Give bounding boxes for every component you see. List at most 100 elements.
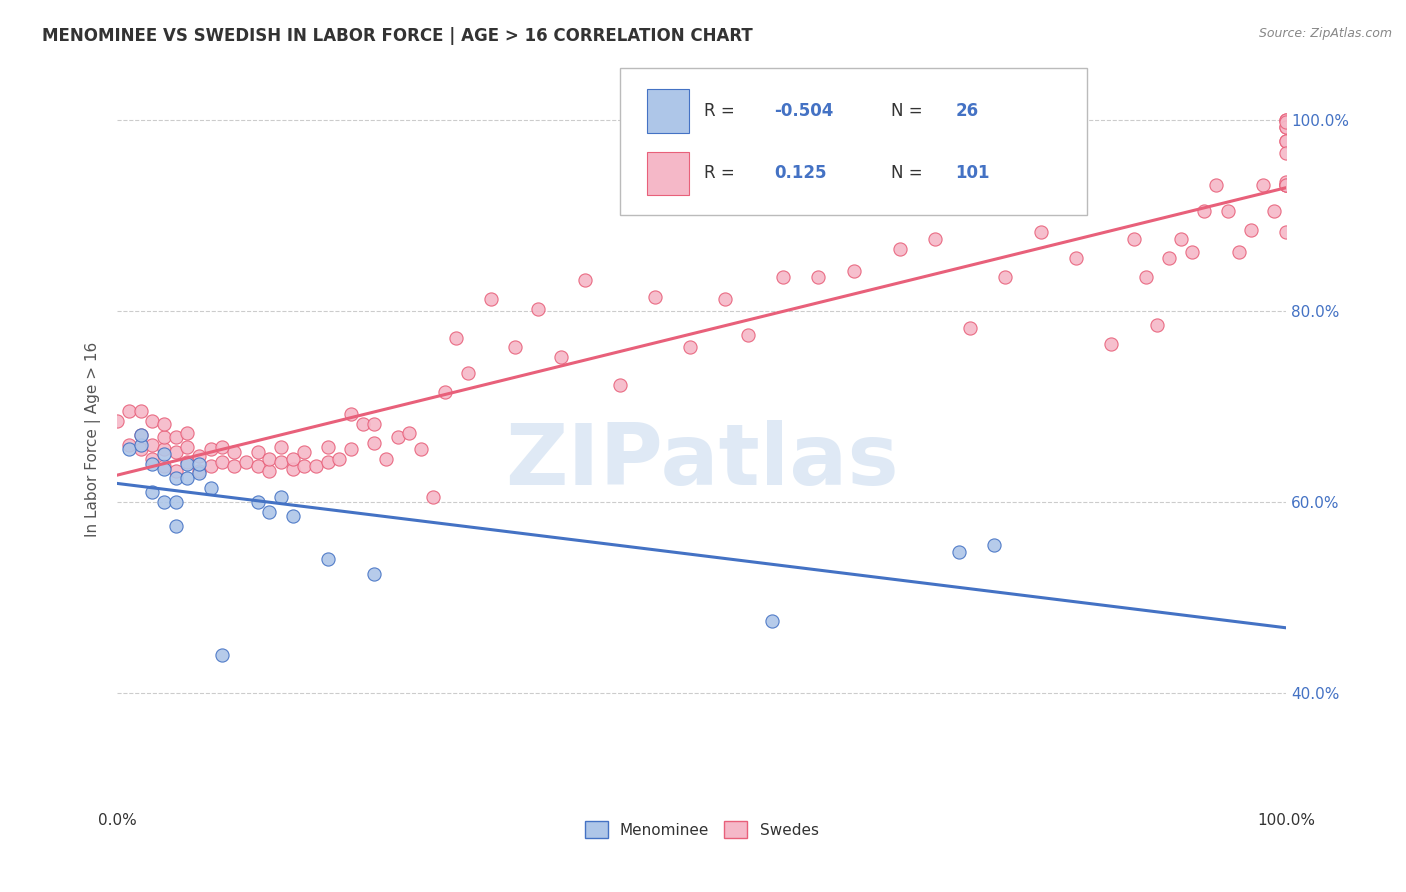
Point bbox=[363, 417, 385, 431]
Point bbox=[1064, 252, 1087, 266]
Point bbox=[527, 301, 550, 316]
Point bbox=[176, 455, 198, 469]
Point bbox=[141, 457, 163, 471]
Point bbox=[224, 458, 246, 473]
Text: R =: R = bbox=[704, 102, 740, 120]
Point bbox=[188, 464, 211, 478]
Point bbox=[1275, 134, 1298, 148]
Point bbox=[153, 442, 176, 457]
Point bbox=[153, 458, 176, 473]
Text: ZIPatlas: ZIPatlas bbox=[505, 420, 898, 503]
Point bbox=[176, 440, 198, 454]
Text: MENOMINEE VS SWEDISH IN LABOR FORCE | AGE > 16 CORRELATION CHART: MENOMINEE VS SWEDISH IN LABOR FORCE | AG… bbox=[42, 27, 754, 45]
Point bbox=[118, 437, 141, 451]
Point bbox=[129, 404, 152, 418]
Point bbox=[224, 445, 246, 459]
Point bbox=[270, 455, 292, 469]
Point bbox=[165, 519, 187, 533]
Point bbox=[1275, 146, 1298, 161]
Point bbox=[1275, 175, 1298, 189]
Point bbox=[772, 270, 794, 285]
Point bbox=[129, 437, 152, 451]
Text: 0.125: 0.125 bbox=[775, 164, 827, 183]
Point bbox=[1170, 232, 1192, 246]
Point bbox=[842, 263, 865, 277]
Point bbox=[118, 442, 141, 457]
Point bbox=[352, 417, 374, 431]
Point bbox=[1275, 120, 1298, 135]
Point bbox=[1135, 270, 1157, 285]
Point bbox=[281, 509, 304, 524]
Point bbox=[550, 350, 572, 364]
Point bbox=[270, 440, 292, 454]
Point bbox=[141, 452, 163, 467]
Point bbox=[153, 461, 176, 475]
Point bbox=[292, 458, 315, 473]
Point bbox=[737, 327, 759, 342]
Point bbox=[609, 378, 631, 392]
Text: 26: 26 bbox=[955, 102, 979, 120]
Point bbox=[1275, 112, 1298, 127]
Point bbox=[165, 445, 187, 459]
Point bbox=[281, 452, 304, 467]
Point bbox=[165, 464, 187, 478]
Point bbox=[129, 442, 152, 457]
Point bbox=[574, 273, 596, 287]
Point bbox=[200, 442, 222, 457]
Point bbox=[165, 471, 187, 485]
Point bbox=[1227, 244, 1250, 259]
Text: N =: N = bbox=[891, 102, 928, 120]
Point bbox=[165, 430, 187, 444]
Point bbox=[983, 538, 1005, 552]
Point bbox=[363, 435, 385, 450]
Point bbox=[188, 457, 211, 471]
Point bbox=[188, 449, 211, 463]
FancyBboxPatch shape bbox=[620, 69, 1087, 216]
Point bbox=[316, 455, 339, 469]
Point bbox=[211, 455, 233, 469]
Point bbox=[1099, 337, 1122, 351]
Point bbox=[246, 458, 269, 473]
Point bbox=[503, 340, 526, 354]
Point bbox=[211, 440, 233, 454]
Point bbox=[141, 414, 163, 428]
Point bbox=[340, 407, 363, 421]
Point bbox=[1146, 318, 1168, 333]
Point bbox=[257, 504, 280, 518]
Point bbox=[994, 270, 1017, 285]
Point bbox=[1275, 178, 1298, 192]
Point bbox=[1216, 203, 1239, 218]
Point bbox=[292, 445, 315, 459]
Point bbox=[1275, 178, 1298, 192]
Point bbox=[1192, 203, 1215, 218]
Point bbox=[1123, 232, 1146, 246]
Point bbox=[1275, 120, 1298, 135]
Point bbox=[924, 232, 946, 246]
Point bbox=[1275, 112, 1298, 127]
Point bbox=[375, 452, 398, 467]
Point bbox=[328, 452, 350, 467]
FancyBboxPatch shape bbox=[647, 89, 689, 133]
Point bbox=[1275, 114, 1298, 128]
Point bbox=[444, 330, 467, 344]
Point bbox=[176, 471, 198, 485]
Point bbox=[363, 566, 385, 581]
Point bbox=[959, 321, 981, 335]
Point bbox=[644, 289, 666, 303]
Point bbox=[1159, 252, 1181, 266]
Point bbox=[316, 440, 339, 454]
Point bbox=[141, 437, 163, 451]
Point bbox=[257, 464, 280, 478]
Point bbox=[257, 452, 280, 467]
Point bbox=[200, 481, 222, 495]
FancyBboxPatch shape bbox=[647, 152, 689, 195]
Point bbox=[153, 430, 176, 444]
Point bbox=[105, 414, 128, 428]
Point bbox=[1181, 244, 1204, 259]
Text: R =: R = bbox=[704, 164, 740, 183]
Legend: Menominee, Swedes: Menominee, Swedes bbox=[578, 815, 825, 844]
Point bbox=[1275, 178, 1298, 192]
Point bbox=[1251, 178, 1274, 192]
Point bbox=[316, 552, 339, 566]
Point bbox=[387, 430, 409, 444]
